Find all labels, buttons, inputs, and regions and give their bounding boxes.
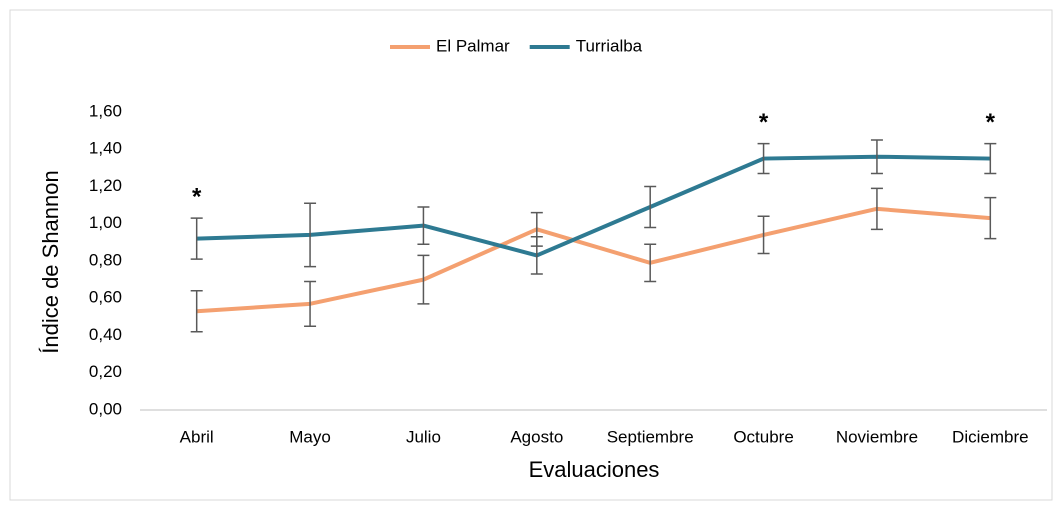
y-tick-label: 0,20	[89, 362, 122, 381]
series-line	[196, 154, 991, 258]
error-bar	[870, 187, 883, 231]
y-tick-label: 1,60	[89, 101, 122, 120]
error-bar	[304, 280, 317, 327]
y-tick-label: 1,00	[89, 213, 122, 232]
x-tick-label: Octubre	[733, 427, 793, 446]
error-bar	[644, 185, 657, 229]
y-tick-label: 0,80	[89, 250, 122, 269]
y-tick-label: 0,60	[89, 288, 122, 307]
error-bar	[757, 215, 770, 255]
error-bar	[304, 202, 317, 268]
y-tick-label: 1,20	[89, 176, 122, 195]
x-tick-label: Abril	[180, 427, 214, 446]
error-bar	[417, 206, 430, 245]
x-tick-label: Julio	[406, 427, 441, 446]
error-bar	[984, 196, 997, 240]
legend-label: El Palmar	[436, 36, 510, 55]
y-tick-label: 1,40	[89, 139, 122, 158]
error-bar	[530, 236, 543, 275]
x-tick-label: Diciembre	[952, 427, 1029, 446]
annotation: *	[986, 109, 996, 136]
x-tick-label: Agosto	[510, 427, 563, 446]
error-bar	[984, 142, 997, 175]
legend-label: Turrialba	[576, 36, 643, 55]
x-axis-title: Evaluaciones	[529, 457, 660, 482]
error-bar	[644, 243, 657, 283]
error-bar	[757, 142, 770, 175]
error-bar	[190, 290, 203, 333]
annotation: *	[759, 109, 769, 136]
error-bar	[417, 254, 430, 305]
annotation: *	[192, 184, 202, 211]
error-bar	[870, 139, 883, 175]
y-tick-label: 0,00	[89, 399, 122, 418]
x-tick-label: Noviembre	[836, 427, 918, 446]
x-tick-label: Mayo	[289, 427, 331, 446]
x-tick-label: Septiembre	[607, 427, 694, 446]
error-bar	[190, 217, 203, 260]
series-line	[196, 206, 991, 314]
y-tick-label: 0,40	[89, 325, 122, 344]
y-axis-title: Índice de Shannon	[38, 170, 63, 354]
